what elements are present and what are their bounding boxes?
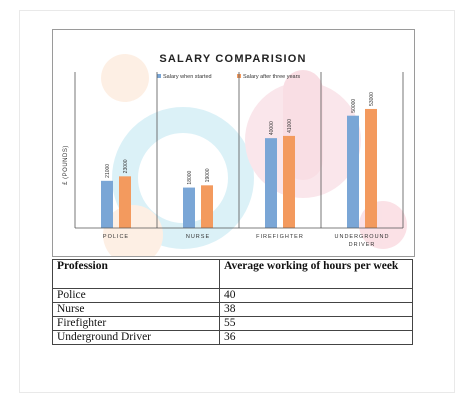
bar-after-police <box>119 176 131 228</box>
row-profession: Underground Driver <box>52 330 220 345</box>
table-header-row: Profession Average working of hours per … <box>52 259 413 289</box>
table-row: Police 40 <box>52 288 413 303</box>
value-label: 19000 <box>205 168 211 182</box>
x-tick-label: POLICE <box>103 234 129 240</box>
x-tick-label: UNDERGROUND <box>335 234 390 240</box>
row-hours: 40 <box>219 288 413 303</box>
row-hours: 38 <box>219 302 413 317</box>
chart-title: SALARY COMPARISION <box>159 53 306 65</box>
row-hours: 36 <box>219 330 413 345</box>
value-label: 21000 <box>105 164 111 178</box>
legend-label-started: Salary when started <box>163 74 212 80</box>
chart-svg: SALARY COMPARISION Salary when started S… <box>63 53 407 256</box>
bars-layer: 21000 23000 18000 19000 40000 41000 50000 53000 <box>101 92 377 228</box>
bar-after-underground-driver <box>365 108 377 228</box>
bar-after-firefighter <box>283 135 295 228</box>
header-profession: Profession <box>52 259 220 289</box>
header-average-hours: Average working of hours per week <box>219 259 413 289</box>
value-label: 23000 <box>123 159 129 173</box>
header-average-hours-part2: of hours per <box>310 260 371 272</box>
y-axis-label: £ (POUNDS) <box>63 145 69 185</box>
legend-label-after: Salary after three years <box>243 74 300 80</box>
row-profession: Police <box>52 288 220 303</box>
value-label: 53000 <box>369 92 375 106</box>
table-row: Underground Driver 36 <box>52 330 413 345</box>
bar-started-police <box>101 180 113 228</box>
legend: Salary when started Salary after three y… <box>157 74 300 80</box>
row-profession: Firefighter <box>52 316 220 331</box>
category-dividers <box>74 72 404 228</box>
value-label: 40000 <box>269 121 275 135</box>
value-label: 18000 <box>187 170 193 184</box>
table-row: Nurse 38 <box>52 302 413 317</box>
legend-swatch-started <box>157 74 161 78</box>
bar-started-underground-driver <box>347 115 359 228</box>
value-label: 50000 <box>351 99 357 113</box>
x-axis-labels: POLICE NURSE FIREFIGHTER UNDERGROUND DRIVER <box>103 234 390 248</box>
bar-after-nurse <box>201 185 213 228</box>
hours-table: Profession Average working of hours per … <box>52 259 413 345</box>
watermark-logo <box>101 54 407 256</box>
bar-started-nurse <box>183 187 195 228</box>
row-profession: Nurse <box>52 302 220 317</box>
salary-chart: SALARY COMPARISION Salary when started S… <box>52 29 415 257</box>
x-tick-label-line2: DRIVER <box>349 242 376 248</box>
header-average-hours-part1: Average working <box>224 260 311 272</box>
value-label: 41000 <box>287 119 293 133</box>
x-tick-label: FIREFIGHTER <box>256 234 304 240</box>
bar-started-firefighter <box>265 138 277 228</box>
table-row: Firefighter 55 <box>52 316 413 331</box>
header-average-hours-part3: week <box>370 260 399 272</box>
x-tick-label: NURSE <box>186 234 210 240</box>
row-hours: 55 <box>219 316 413 331</box>
